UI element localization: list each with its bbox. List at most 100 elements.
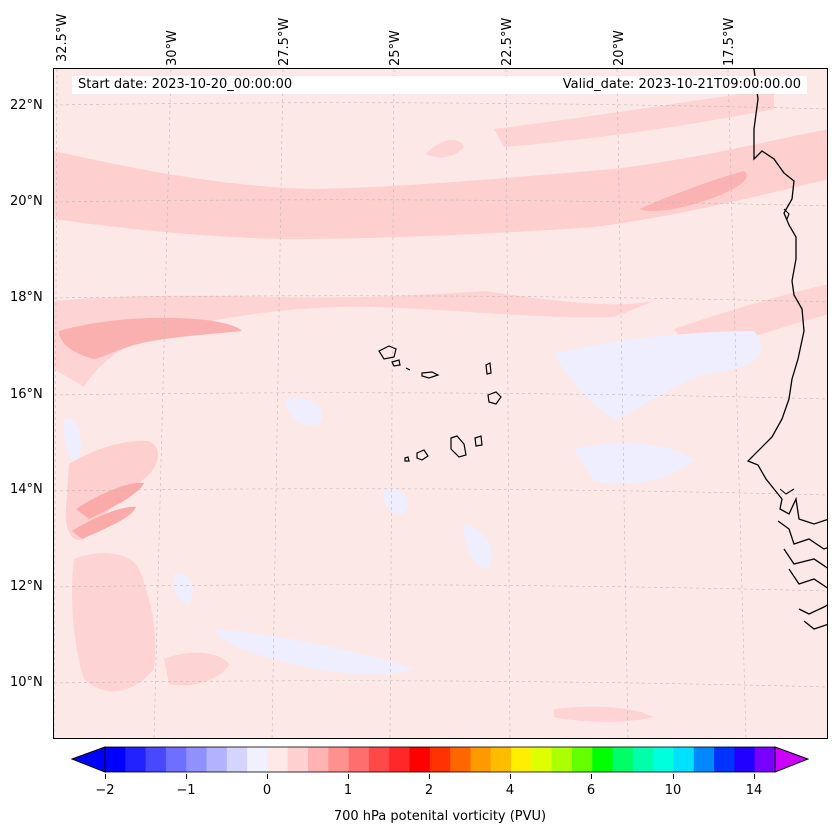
colorbar-cell bbox=[612, 747, 634, 772]
lon-label-20w: 20°W bbox=[612, 30, 627, 66]
island-sal bbox=[485, 362, 492, 375]
cb-tick-label-3: 1 bbox=[343, 783, 353, 798]
colorbar-cell bbox=[653, 747, 674, 772]
cb-tick-label-2: 0 bbox=[262, 783, 272, 798]
colorbar-cell bbox=[511, 747, 532, 772]
start-date-text: Start date: 2023-10-20_00:00:00 bbox=[78, 77, 293, 92]
lat-label-18n: 18°N bbox=[10, 290, 43, 305]
pv-core-18n bbox=[59, 317, 242, 359]
pv-negative-south-2 bbox=[214, 629, 414, 675]
pv-band-north bbox=[54, 129, 827, 239]
island-maio bbox=[474, 435, 483, 447]
valid-date-text: Valid_date: 2023-10-21T09:00:00.00 bbox=[562, 77, 801, 92]
pv-negative-south-4 bbox=[383, 488, 408, 515]
pv-west-streak-1 bbox=[76, 482, 144, 519]
cb-tickmark-1 bbox=[186, 774, 187, 779]
cb-tickmark-2 bbox=[267, 774, 268, 779]
cb-tickmark-5 bbox=[510, 774, 511, 779]
cb-tick-label-4: 2 bbox=[424, 783, 434, 798]
cb-tickmark-3 bbox=[348, 774, 349, 779]
map-panel bbox=[53, 68, 828, 739]
lat-label-14n: 14°N bbox=[10, 482, 43, 497]
african-coastline bbox=[746, 69, 827, 630]
pv-south-band bbox=[164, 652, 229, 686]
colorbar-cell bbox=[308, 747, 329, 772]
colorbar-cell bbox=[348, 747, 370, 772]
colorbar-cell bbox=[186, 747, 208, 772]
lon-label-32-5w: 32.5°W bbox=[55, 13, 70, 62]
colorbar-cell bbox=[267, 747, 289, 772]
pv-band-top bbox=[494, 89, 774, 147]
colorbar-cell bbox=[490, 747, 512, 772]
colorbar-cell bbox=[145, 747, 167, 772]
colorbar-cell bbox=[287, 747, 309, 772]
island-santiago bbox=[450, 435, 467, 458]
graticule bbox=[54, 69, 827, 738]
pv-negative-east-2 bbox=[574, 443, 694, 484]
island-sao-vicente bbox=[391, 359, 401, 367]
colorbar-cell bbox=[125, 747, 147, 772]
colorbar-cell bbox=[328, 747, 350, 772]
pv-west-streak-2 bbox=[72, 506, 136, 539]
lat-label-10n: 10°N bbox=[10, 675, 43, 690]
colorbar-cell bbox=[105, 747, 126, 772]
pv-core-north bbox=[639, 171, 747, 212]
colorbar-cell bbox=[470, 747, 492, 772]
pv-negative-west bbox=[64, 418, 81, 460]
colorbar-frame bbox=[104, 746, 776, 773]
cb-tickmark-6 bbox=[591, 774, 592, 779]
island-boavista bbox=[487, 391, 502, 405]
island-brava bbox=[404, 456, 410, 462]
colorbar-cell bbox=[571, 747, 593, 772]
colorbar-cell bbox=[531, 747, 553, 772]
colorbar bbox=[70, 746, 810, 773]
pv-negative-center bbox=[284, 398, 323, 426]
lon-label-25w: 25°W bbox=[388, 30, 403, 66]
cb-tickmark-8 bbox=[754, 774, 755, 779]
cb-tickmark-7 bbox=[673, 774, 674, 779]
colorbar-cell bbox=[409, 747, 431, 772]
cape-verde-islands bbox=[378, 345, 502, 462]
island-santo-antao bbox=[378, 345, 397, 360]
lat-label-22n: 22°N bbox=[10, 98, 43, 113]
lat-label-20n: 20°N bbox=[10, 194, 43, 209]
lon-label-30w: 30°W bbox=[165, 30, 180, 66]
colorbar-cell bbox=[693, 747, 715, 772]
pv-blob-top-small bbox=[426, 139, 464, 158]
pv-band-18n bbox=[54, 291, 654, 387]
colorbar-under-arrow bbox=[70, 746, 106, 773]
island-santa-luzia bbox=[405, 367, 411, 371]
pv-negative-east bbox=[554, 331, 762, 419]
colorbar-cell bbox=[206, 747, 228, 772]
cb-tick-label-0: −2 bbox=[95, 783, 115, 798]
colorbar-cell bbox=[714, 747, 735, 772]
colorbar-cell bbox=[247, 747, 268, 772]
lon-label-22-5w: 22.5°W bbox=[500, 17, 515, 66]
colorbar-cell bbox=[165, 747, 187, 772]
colorbar-cell bbox=[429, 747, 451, 772]
colorbar-cell bbox=[226, 747, 248, 772]
pv-negative-south-3 bbox=[173, 573, 194, 604]
cb-tick-label-5: 4 bbox=[505, 783, 515, 798]
cb-tick-label-6: 6 bbox=[586, 783, 596, 798]
pv-west-south bbox=[72, 553, 156, 692]
colorbar-cell bbox=[592, 747, 614, 772]
colorbar-cell bbox=[754, 747, 776, 772]
colorbar-cell bbox=[368, 747, 390, 772]
pv-south-east-band bbox=[554, 706, 654, 722]
cb-tickmark-4 bbox=[429, 774, 430, 779]
colorbar-cell bbox=[450, 747, 471, 772]
coast-inlet-2 bbox=[779, 488, 795, 495]
coast-inlet-1 bbox=[783, 208, 790, 220]
colorbar-cell bbox=[551, 747, 573, 772]
cb-tick-label-1: −1 bbox=[176, 783, 196, 798]
lon-label-17-5w: 17.5°W bbox=[722, 17, 737, 66]
colorbar-cell bbox=[734, 747, 756, 772]
colorbar-cell bbox=[673, 747, 695, 772]
lat-label-16n: 16°N bbox=[10, 387, 43, 402]
lon-label-27-5w: 27.5°W bbox=[277, 17, 292, 66]
start-date-label: Start date: 2023-10-20_00:00:00 bbox=[72, 76, 318, 94]
cb-tickmark-0 bbox=[105, 774, 106, 779]
cb-tick-label-7: 10 bbox=[664, 783, 682, 798]
valid-date-label: Valid_date: 2023-10-21T09:00:00.00 bbox=[312, 76, 807, 94]
